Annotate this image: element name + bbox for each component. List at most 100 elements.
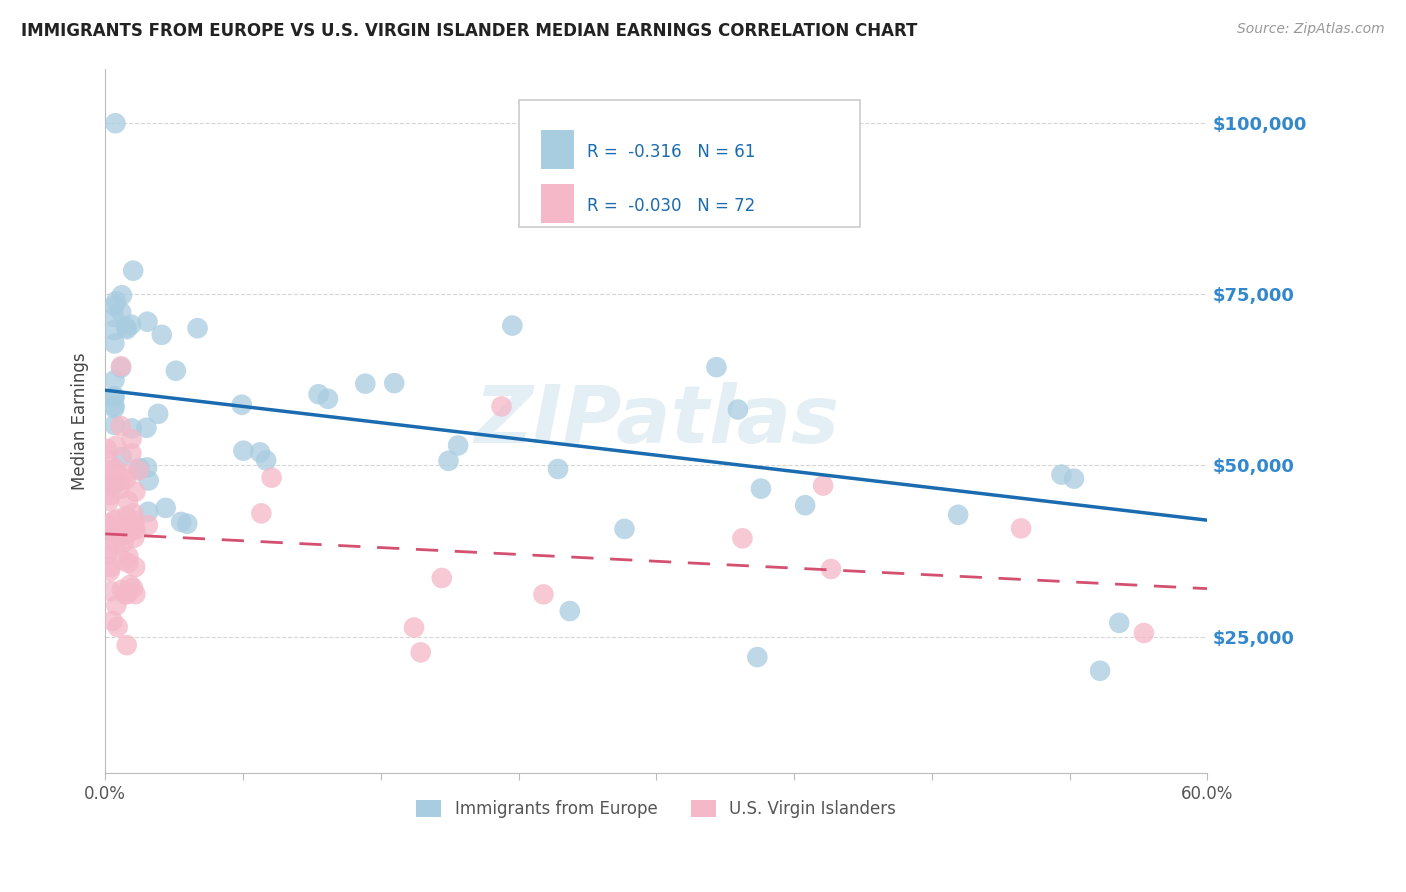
Point (96, 516, 118, 531)
Point (316, 392, 339, 406)
Point (111, 553, 134, 567)
Point (111, 288, 134, 302)
FancyBboxPatch shape (519, 100, 860, 227)
Point (1063, 472, 1085, 486)
Point (176, 516, 198, 531)
Point (120, 578, 142, 592)
Point (105, 467, 128, 482)
Point (1108, 615, 1130, 630)
Point (117, 556, 139, 570)
Point (231, 398, 253, 412)
Point (114, 472, 136, 486)
Point (447, 438, 470, 452)
Point (558, 604, 581, 618)
Point (103, 323, 125, 337)
Point (110, 419, 132, 434)
Point (103, 417, 125, 432)
Point (120, 318, 142, 332)
Point (115, 320, 138, 334)
Point (613, 522, 636, 536)
Bar (540, 185, 574, 223)
Point (115, 322, 138, 336)
Point (1133, 626, 1156, 640)
Point (254, 453, 277, 467)
Point (104, 525, 127, 540)
Point (96, 442, 118, 456)
Y-axis label: Median Earnings: Median Earnings (72, 352, 89, 490)
Point (108, 474, 131, 488)
Point (98, 474, 121, 488)
Point (749, 482, 772, 496)
Text: Source: ZipAtlas.com: Source: ZipAtlas.com (1237, 22, 1385, 37)
Text: IMMIGRANTS FROM EUROPE VS U.S. VIRGIN ISLANDER MEDIAN EARNINGS CORRELATION CHART: IMMIGRANTS FROM EUROPE VS U.S. VIRGIN IS… (21, 22, 918, 40)
Point (232, 443, 254, 458)
Point (437, 454, 460, 468)
Point (100, 463, 122, 477)
Legend: Immigrants from Europe, U.S. Virgin Islanders: Immigrants from Europe, U.S. Virgin Isla… (409, 794, 903, 825)
Point (250, 507, 273, 521)
Point (97, 452, 120, 467)
Point (165, 364, 187, 378)
Point (382, 376, 405, 390)
Point (124, 560, 146, 574)
Point (115, 527, 138, 541)
Point (104, 439, 127, 453)
Point (135, 421, 157, 435)
Point (96, 548, 118, 562)
Point (820, 562, 842, 576)
Text: R =  -0.316   N = 61: R = -0.316 N = 61 (586, 143, 755, 161)
Text: ZIPatlas: ZIPatlas (474, 382, 839, 460)
Point (103, 389, 125, 403)
Point (170, 515, 193, 529)
Point (117, 549, 139, 563)
Point (747, 650, 769, 665)
Point (101, 614, 124, 628)
Point (104, 462, 127, 476)
Point (114, 467, 136, 481)
Point (138, 474, 160, 488)
Point (118, 523, 141, 537)
Point (308, 387, 330, 401)
Point (136, 518, 159, 533)
Point (105, 294, 128, 309)
Point (104, 116, 127, 130)
Point (136, 460, 159, 475)
Point (124, 514, 146, 528)
Point (96, 479, 118, 493)
Point (115, 587, 138, 601)
Point (114, 587, 136, 601)
Point (136, 505, 159, 519)
Point (260, 470, 283, 484)
Text: R =  -0.030   N = 72: R = -0.030 N = 72 (586, 196, 755, 215)
Point (124, 520, 146, 534)
Point (654, 198, 676, 212)
Point (103, 299, 125, 313)
Point (706, 360, 728, 375)
Point (105, 599, 128, 613)
Point (1010, 521, 1032, 535)
Point (155, 500, 177, 515)
Point (108, 482, 131, 496)
Point (124, 484, 146, 499)
Point (146, 407, 169, 421)
Point (107, 620, 129, 634)
Point (402, 620, 425, 634)
Point (103, 310, 125, 324)
Point (98, 494, 121, 508)
Point (103, 513, 125, 527)
Point (187, 321, 209, 335)
Point (103, 336, 125, 351)
Point (501, 318, 523, 333)
Point (122, 531, 145, 545)
Point (731, 532, 754, 546)
Point (112, 535, 135, 549)
Point (354, 376, 377, 391)
Point (491, 400, 513, 414)
Point (430, 571, 453, 585)
Point (122, 506, 145, 520)
Point (727, 402, 749, 417)
Point (533, 587, 555, 601)
Point (115, 509, 138, 524)
Point (103, 373, 125, 387)
Point (122, 581, 145, 595)
